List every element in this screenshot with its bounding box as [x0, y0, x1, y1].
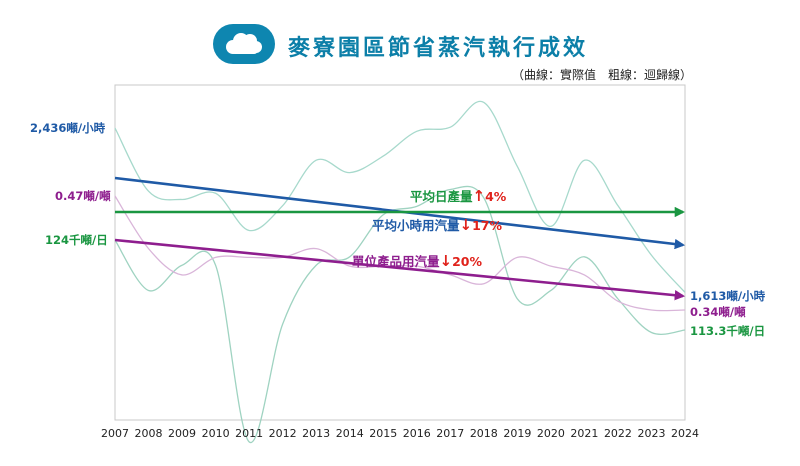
actual-curves: [114, 100, 686, 443]
curve-steam_per_hour: [114, 100, 686, 293]
start-label-daily_output: 124千噸/日: [45, 233, 108, 247]
curve-daily_output: [114, 185, 686, 443]
x-tick-label: 2022: [604, 427, 632, 440]
x-tick-label: 2014: [336, 427, 364, 440]
x-tick-label: 2008: [135, 427, 163, 440]
x-tick-label: 2013: [302, 427, 330, 440]
start-label-steam_per_ton: 0.47噸/噸: [55, 189, 111, 203]
regression-lines: [114, 176, 686, 301]
x-tick-label: 2017: [436, 427, 464, 440]
x-tick-label: 2021: [570, 427, 598, 440]
curve-steam_per_ton: [114, 195, 686, 312]
chart-subtitle: （曲線：實際值 粗線：迴歸線）: [511, 68, 692, 82]
x-tick-label: 2007: [101, 427, 129, 440]
annotation-steam_per_hour: 平均小時用汽量↓17%: [372, 216, 502, 234]
end-label-steam_per_hour: 1,613噸/小時: [690, 289, 766, 303]
x-tick-label: 2024: [671, 427, 699, 440]
annotation-daily_output: 平均日產量↑4%: [410, 187, 507, 205]
x-tick-label: 2012: [269, 427, 297, 440]
x-axis-ticks: 2007 2008 2009 2010 2011 2012 2013 2014 2015 2016…: [101, 427, 699, 440]
x-tick-label: 2019: [503, 427, 531, 440]
end-label-daily_output: 113.3千噸/日: [690, 324, 765, 338]
chart-title: 麥寮園區節省蒸汽執行成效: [288, 35, 589, 61]
regression-annotations: 平均小時用汽量↓17% 平均日產量↑4% 單位產品用汽量↓20%: [352, 187, 507, 270]
x-tick-label: 2010: [202, 427, 230, 440]
annotation-steam_per_ton: 單位產品用汽量↓20%: [352, 252, 482, 270]
x-tick-label: 2009: [168, 427, 196, 440]
x-tick-label: 2023: [637, 427, 665, 440]
start-label-steam_per_hour: 2,436噸/小時: [30, 121, 106, 135]
x-tick-label: 2015: [369, 427, 397, 440]
chart-header: 麥寮園區節省蒸汽執行成效 （曲線：實際值 粗線：迴歸線）: [0, 0, 800, 82]
x-tick-label: 2016: [403, 427, 431, 440]
x-tick-label: 2011: [235, 427, 263, 440]
x-tick-label: 2020: [537, 427, 565, 440]
cloud-icon: [213, 24, 275, 64]
x-tick-label: 2018: [470, 427, 498, 440]
regression-steam_per_ton: [114, 238, 686, 301]
series-labels: 2,436噸/小時 1,613噸/小時 124千噸/日 113.3千噸/日 0.47噸/…: [30, 121, 766, 338]
end-label-steam_per_ton: 0.34噸/噸: [690, 305, 746, 319]
plot-frame: [114, 84, 686, 421]
